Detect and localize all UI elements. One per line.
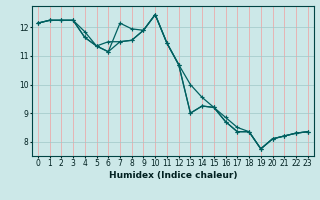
X-axis label: Humidex (Indice chaleur): Humidex (Indice chaleur) — [108, 171, 237, 180]
